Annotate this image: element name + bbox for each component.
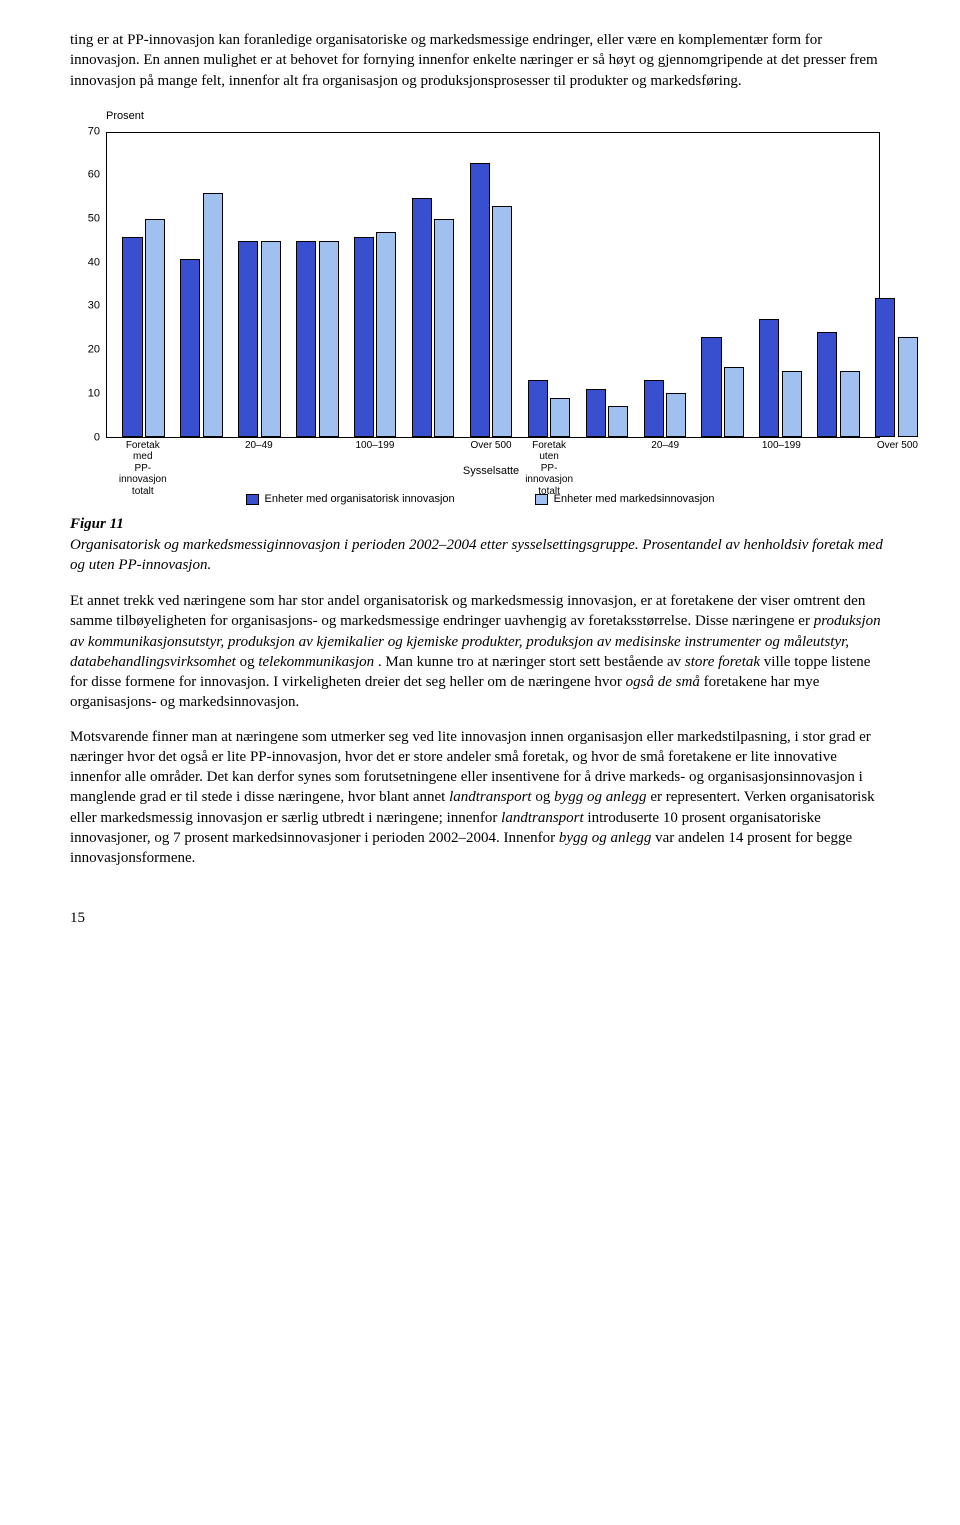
bar-org (354, 237, 374, 437)
bar-org (296, 241, 316, 436)
bar-org (759, 319, 779, 436)
bar-org (528, 380, 548, 436)
bar-org (817, 332, 837, 436)
chart-plot-area (106, 132, 880, 438)
ytick-label: 40 (70, 255, 100, 270)
ytick-label: 10 (70, 386, 100, 401)
legend-label-org: Enheter med organisatorisk innovasjon (265, 492, 455, 507)
body-para-2: Motsvarende finner man at næringene som … (70, 727, 890, 869)
bar-market (666, 393, 686, 436)
xcat-label: 20–49 (627, 440, 704, 452)
chart-legend: Enheter med organisatorisk innovasjon En… (70, 492, 890, 507)
ytick-label: 70 (70, 124, 100, 139)
bar-market (782, 371, 802, 436)
xcat-label: 20–49 (220, 440, 297, 452)
body-para-1: Et annet trekk ved næringene som har sto… (70, 591, 890, 713)
chart-xcats: ForetakmedPP-innovasjontotalt20–49100–19… (106, 438, 880, 486)
bar-market (261, 241, 281, 436)
bar-market (492, 206, 512, 436)
ytick-label: 20 (70, 343, 100, 358)
bar-market (840, 371, 860, 436)
bar-market (550, 398, 570, 437)
bar-org (701, 337, 721, 437)
sysselsatte-label: Sysselsatte (452, 464, 529, 479)
bar-org (412, 198, 432, 437)
figure-caption: Organisatorisk og markedsmessiginnovasjo… (70, 535, 890, 576)
ytick-label: 30 (70, 299, 100, 314)
xcat-label: 100–199 (743, 440, 820, 452)
bar-market (376, 232, 396, 436)
bar-market (724, 367, 744, 436)
bar-market (898, 337, 918, 437)
legend-item-org: Enheter med organisatorisk innovasjon (246, 492, 455, 507)
bar-market (203, 193, 223, 436)
chart-container: Prosent 0 10 20 30 40 50 60 70 ForetakmedPP-inn… (70, 109, 890, 507)
bar-market (608, 406, 628, 436)
ytick-label: 60 (70, 168, 100, 183)
legend-swatch-org (246, 494, 259, 505)
bar-org (122, 237, 142, 437)
bar-org (238, 241, 258, 436)
xcat-label: ForetakmedPP-innovasjontotalt (104, 440, 181, 498)
bar-org (875, 298, 895, 437)
ytick-label: 50 (70, 212, 100, 227)
xcat-label: Over 500 (859, 440, 936, 452)
ytick-label: 0 (70, 430, 100, 445)
bar-market (434, 219, 454, 436)
intro-text-b: En annen mulighet er at behovet for forn… (70, 52, 878, 88)
bar-org (644, 380, 664, 436)
chart-y-title: Prosent (106, 109, 890, 124)
bar-market (319, 241, 339, 436)
chart-bars-layer (107, 133, 879, 437)
bar-org (180, 259, 200, 437)
figure-label: Figur 11 (70, 514, 890, 534)
bar-chart: 0 10 20 30 40 50 60 70 ForetakmedPP-innovasjont… (70, 126, 890, 486)
bar-org (470, 163, 490, 437)
intro-para-1: ting er at PP-innovasjon kan foranledige… (70, 30, 890, 91)
bar-market (145, 219, 165, 436)
page-number: 15 (70, 908, 890, 928)
bar-org (586, 389, 606, 437)
xcat-label: 100–199 (336, 440, 413, 452)
